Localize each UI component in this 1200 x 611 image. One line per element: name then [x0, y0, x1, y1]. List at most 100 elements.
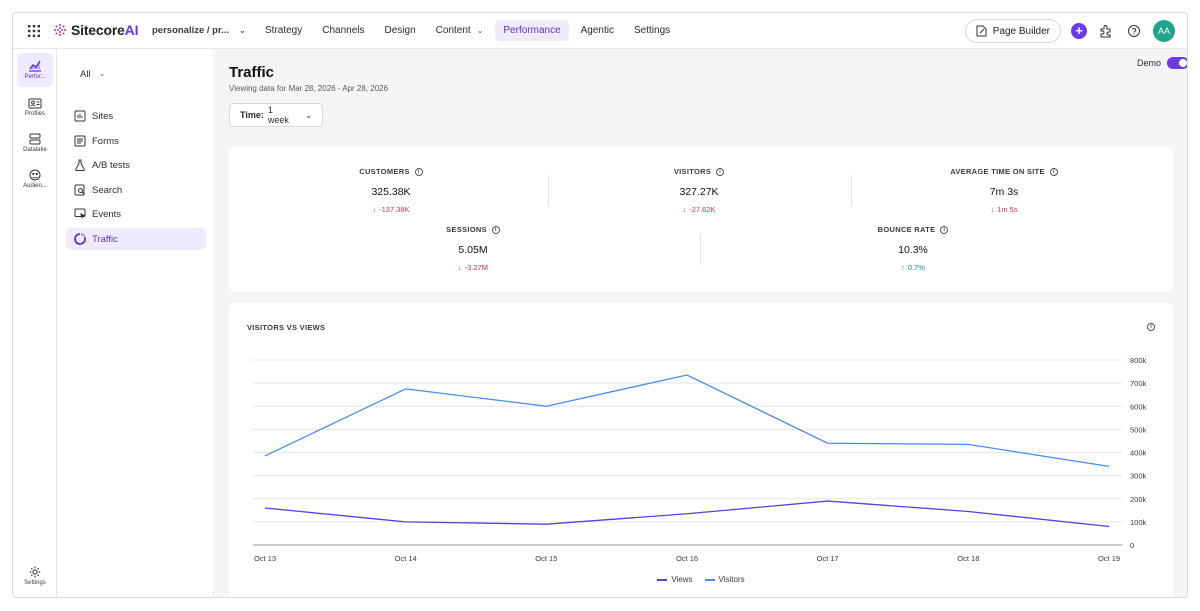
nav-performance[interactable]: Performance [495, 20, 569, 41]
x-tick-label: Oct 19 [1098, 554, 1120, 563]
time-label: Time: [240, 110, 264, 120]
rail-item-datalake[interactable]: Datalake [17, 126, 53, 160]
divider [700, 233, 701, 265]
metric-value: 10.3% [898, 244, 928, 256]
subnav-label: A/B tests [92, 159, 131, 171]
legend-swatch [657, 578, 668, 581]
x-tick-label: Oct 14 [395, 554, 417, 563]
filter-dropdown[interactable]: All ⌄ [80, 69, 105, 80]
puzzle-icon[interactable] [1097, 22, 1115, 40]
subnav-item-forms[interactable]: Forms [66, 130, 206, 152]
avatar-initials: AA [1157, 26, 1170, 36]
metric-avg-time: AVERAGE TIME ON SITE i 7m 3s ↓ 1m 5s [904, 167, 1104, 214]
subnav-item-events[interactable]: Events [66, 203, 206, 225]
rail-item-audiences[interactable]: Audien... [17, 162, 53, 196]
apps-grid-icon[interactable] [27, 24, 41, 38]
info-icon[interactable]: i [414, 167, 423, 176]
nav-label: Content [435, 25, 471, 36]
nav-channels[interactable]: Channels [314, 20, 372, 41]
page-builder-button[interactable]: Page Builder [964, 19, 1061, 43]
nav-settings[interactable]: Settings [626, 20, 678, 41]
info-icon[interactable]: i [940, 225, 949, 234]
page-title: Traffic [229, 64, 275, 81]
legend-item-visitors[interactable]: Visitors [704, 575, 745, 584]
metric-delta: 0.7% [907, 263, 925, 272]
page-builder-label: Page Builder [992, 25, 1050, 37]
y-tick-label: 100k [1130, 518, 1147, 527]
series-line-views[interactable] [264, 500, 1110, 528]
header-tools: Page Builder + AA [964, 19, 1175, 43]
project-selector[interactable]: personalize / pr... ⌄ [152, 25, 246, 36]
metric-label: SESSIONS [446, 225, 487, 234]
y-tick-label: 400k [1130, 449, 1147, 458]
info-icon[interactable]: i [716, 167, 725, 176]
demo-toggle[interactable] [1167, 57, 1187, 69]
flask-icon [75, 159, 85, 171]
nav-design[interactable]: Design [377, 20, 424, 41]
nav-label: Settings [634, 25, 671, 36]
subnav-label: Sites [92, 110, 114, 122]
subnav-label: Events [92, 208, 122, 220]
nav-strategy[interactable]: Strategy [257, 20, 310, 41]
left-rail: Perfor... Profiles Datalake Audien... Se… [13, 49, 57, 597]
subnav-label: Search [92, 184, 123, 196]
info-icon[interactable]: i [1147, 323, 1155, 331]
arrow-down-icon: ↓ [990, 205, 995, 214]
app-window: SitecoreAI personalize / pr... ⌄ Strateg… [12, 12, 1188, 598]
y-tick-label: 800k [1130, 356, 1147, 365]
chevron-down-icon: ⌄ [239, 26, 246, 35]
metric-value: 5.05M [458, 244, 488, 256]
info-icon[interactable]: i [1049, 167, 1058, 176]
logo-name: Sitecore [71, 22, 125, 38]
y-tick-label: 600k [1130, 402, 1147, 411]
info-icon[interactable]: i [491, 225, 500, 234]
chevron-down-icon: ⌄ [305, 110, 312, 120]
visitors-vs-views-card: VISITORS VS VIEWS i 0 100k 200k 300k 400k 500… [229, 303, 1173, 597]
legend-item-views[interactable]: Views [657, 575, 693, 584]
y-tick-label: 700k [1130, 379, 1147, 388]
subnav-item-ab-tests[interactable]: A/B tests [66, 154, 206, 176]
nav-label: Design [384, 25, 416, 36]
chart-icon [29, 60, 41, 72]
subnav-item-search[interactable]: Search [66, 179, 206, 201]
nav-content[interactable]: Content ⌄ [428, 20, 492, 41]
sitecore-logo-mark-icon [54, 24, 66, 36]
subnav-label: Traffic [92, 233, 118, 245]
traffic-icon [74, 233, 86, 245]
profile-card-icon [28, 98, 42, 108]
metric-sessions: SESSIONS i 5.05M ↓ -3.27M [373, 225, 573, 272]
x-tick-label: Oct 17 [817, 554, 839, 563]
sitecore-logo[interactable]: SitecoreAI [53, 22, 138, 38]
database-icon [29, 133, 41, 145]
logo-ai: AI [124, 22, 139, 38]
arrow-up-icon: ↑ [901, 263, 905, 272]
metric-value: 7m 3s [989, 186, 1019, 198]
divider [851, 175, 852, 207]
avatar[interactable]: AA [1153, 20, 1175, 42]
legend-label: Views [671, 575, 693, 584]
help-icon[interactable] [1125, 22, 1143, 40]
metric-delta: -3.27M [464, 263, 489, 272]
add-icon[interactable]: + [1071, 23, 1087, 39]
rail-item-performance[interactable]: Perfor... [17, 53, 53, 87]
sites-icon [74, 110, 86, 122]
nav-agentic[interactable]: Agentic [573, 20, 622, 41]
rail-label: Datalake [23, 147, 47, 153]
y-tick-label: 300k [1130, 472, 1147, 481]
rail-item-profiles[interactable]: Profiles [17, 90, 53, 124]
metric-bounce-rate: BOUNCE RATE i 10.3% ↑ 0.7% [813, 225, 1013, 272]
time-value: 1 week [267, 105, 289, 125]
x-tick-label: Oct 18 [957, 554, 979, 563]
subnav-item-traffic[interactable]: Traffic [66, 228, 206, 250]
rail-item-settings[interactable]: Settings [17, 559, 53, 593]
chart-title: VISITORS VS VIEWS [247, 323, 326, 332]
subnav-item-sites[interactable]: Sites [66, 105, 206, 127]
series-line-visitors[interactable] [264, 374, 1110, 468]
y-tick-label: 200k [1130, 495, 1147, 504]
metric-customers: CUSTOMERS i 325.38K ↓ -137.38K [291, 167, 491, 214]
metrics-card: CUSTOMERS i 325.38K ↓ -137.38K VISITORS i 3… [229, 147, 1173, 292]
time-range-select[interactable]: Time: 1 week ⌄ [229, 103, 323, 127]
metric-label: BOUNCE RATE [877, 225, 936, 234]
events-icon [74, 208, 86, 219]
metric-delta: -137.38K [379, 205, 410, 214]
